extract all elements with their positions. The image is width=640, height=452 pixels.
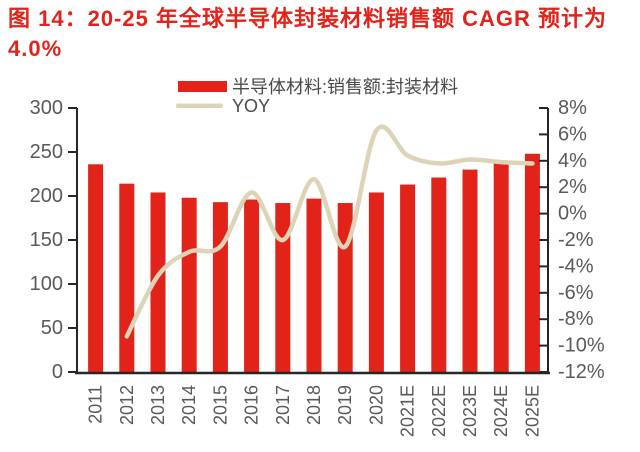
- left-tick-label: 50: [41, 317, 63, 339]
- bar-2021E: [400, 184, 416, 372]
- right-tick-label: -2%: [558, 229, 594, 251]
- left-tick-label: 300: [30, 97, 63, 119]
- right-tick-label: -4%: [558, 255, 594, 277]
- x-tick-label: 2013: [148, 385, 168, 425]
- bar-2013: [150, 192, 166, 372]
- left-tick-label: 0: [52, 361, 63, 383]
- x-tick-label: 2012: [117, 385, 137, 425]
- x-tick-label: 2016: [242, 385, 262, 425]
- bar-2017: [275, 203, 291, 372]
- bar-2018: [306, 198, 322, 372]
- right-tick-label: -6%: [558, 282, 594, 304]
- right-tick-label: -8%: [558, 308, 594, 330]
- yoy-line: [124, 124, 535, 339]
- figure-title-line2: 4.0%: [8, 36, 63, 61]
- bar-2012: [119, 183, 135, 372]
- x-tick-label: 2020: [366, 385, 386, 425]
- right-tick-label: 6%: [558, 123, 587, 145]
- legend-bar-label: 半导体材料:销售额:封装材料: [232, 77, 458, 97]
- bar-2025E: [524, 153, 540, 372]
- x-tick-label: 2017: [273, 385, 293, 425]
- bar-2014: [181, 197, 197, 372]
- x-tick-label: 2015: [210, 385, 230, 425]
- right-tick-label: -12%: [558, 361, 605, 383]
- left-tick-label: 150: [30, 229, 63, 251]
- x-tick-label: 2021E: [398, 385, 418, 437]
- x-tick-label: 2014: [179, 385, 199, 425]
- x-tick-label: 2011: [86, 385, 106, 424]
- x-tick-label: 2018: [304, 385, 324, 425]
- right-tick-label: 2%: [558, 176, 587, 198]
- right-tick-label: 8%: [558, 97, 587, 119]
- combo-chart: 0 50 100 150 200 250 300 8% 6% 4% 2% 0% -2% -4% -6% -8%…: [30, 77, 605, 437]
- left-tick-label: 250: [30, 141, 63, 163]
- left-tick-label: 200: [30, 185, 63, 207]
- right-tick-label: -10%: [558, 335, 605, 357]
- x-tick-label: 2023E: [460, 385, 480, 437]
- right-tick-label: 0%: [558, 203, 587, 225]
- x-tick-label: 2022E: [429, 385, 449, 437]
- right-tick-label: 4%: [558, 150, 587, 172]
- left-tick-label: 100: [30, 273, 63, 295]
- bar-2020: [368, 192, 384, 372]
- legend-line-label: YOY: [232, 96, 270, 116]
- legend-bar-swatch: [178, 81, 227, 92]
- bar-2016: [244, 199, 260, 372]
- bar-2015: [212, 202, 228, 372]
- x-tick-label: 2025E: [522, 385, 542, 437]
- bar-2022E: [431, 177, 447, 372]
- x-tick-label: 2024E: [491, 385, 511, 437]
- bar-2023E: [462, 169, 478, 372]
- figure-title-line1: 图 14：20-25 年全球半导体封装材料销售额 CAGR 预计为: [8, 6, 607, 31]
- figure-title: 图 14：20-25 年全球半导体封装材料销售额 CAGR 预计为 4.0%: [8, 4, 634, 64]
- legend-line-swatch: [176, 103, 223, 108]
- x-tick-label: 2019: [335, 385, 355, 425]
- bar-2011: [88, 164, 104, 372]
- bar-2024E: [493, 161, 509, 372]
